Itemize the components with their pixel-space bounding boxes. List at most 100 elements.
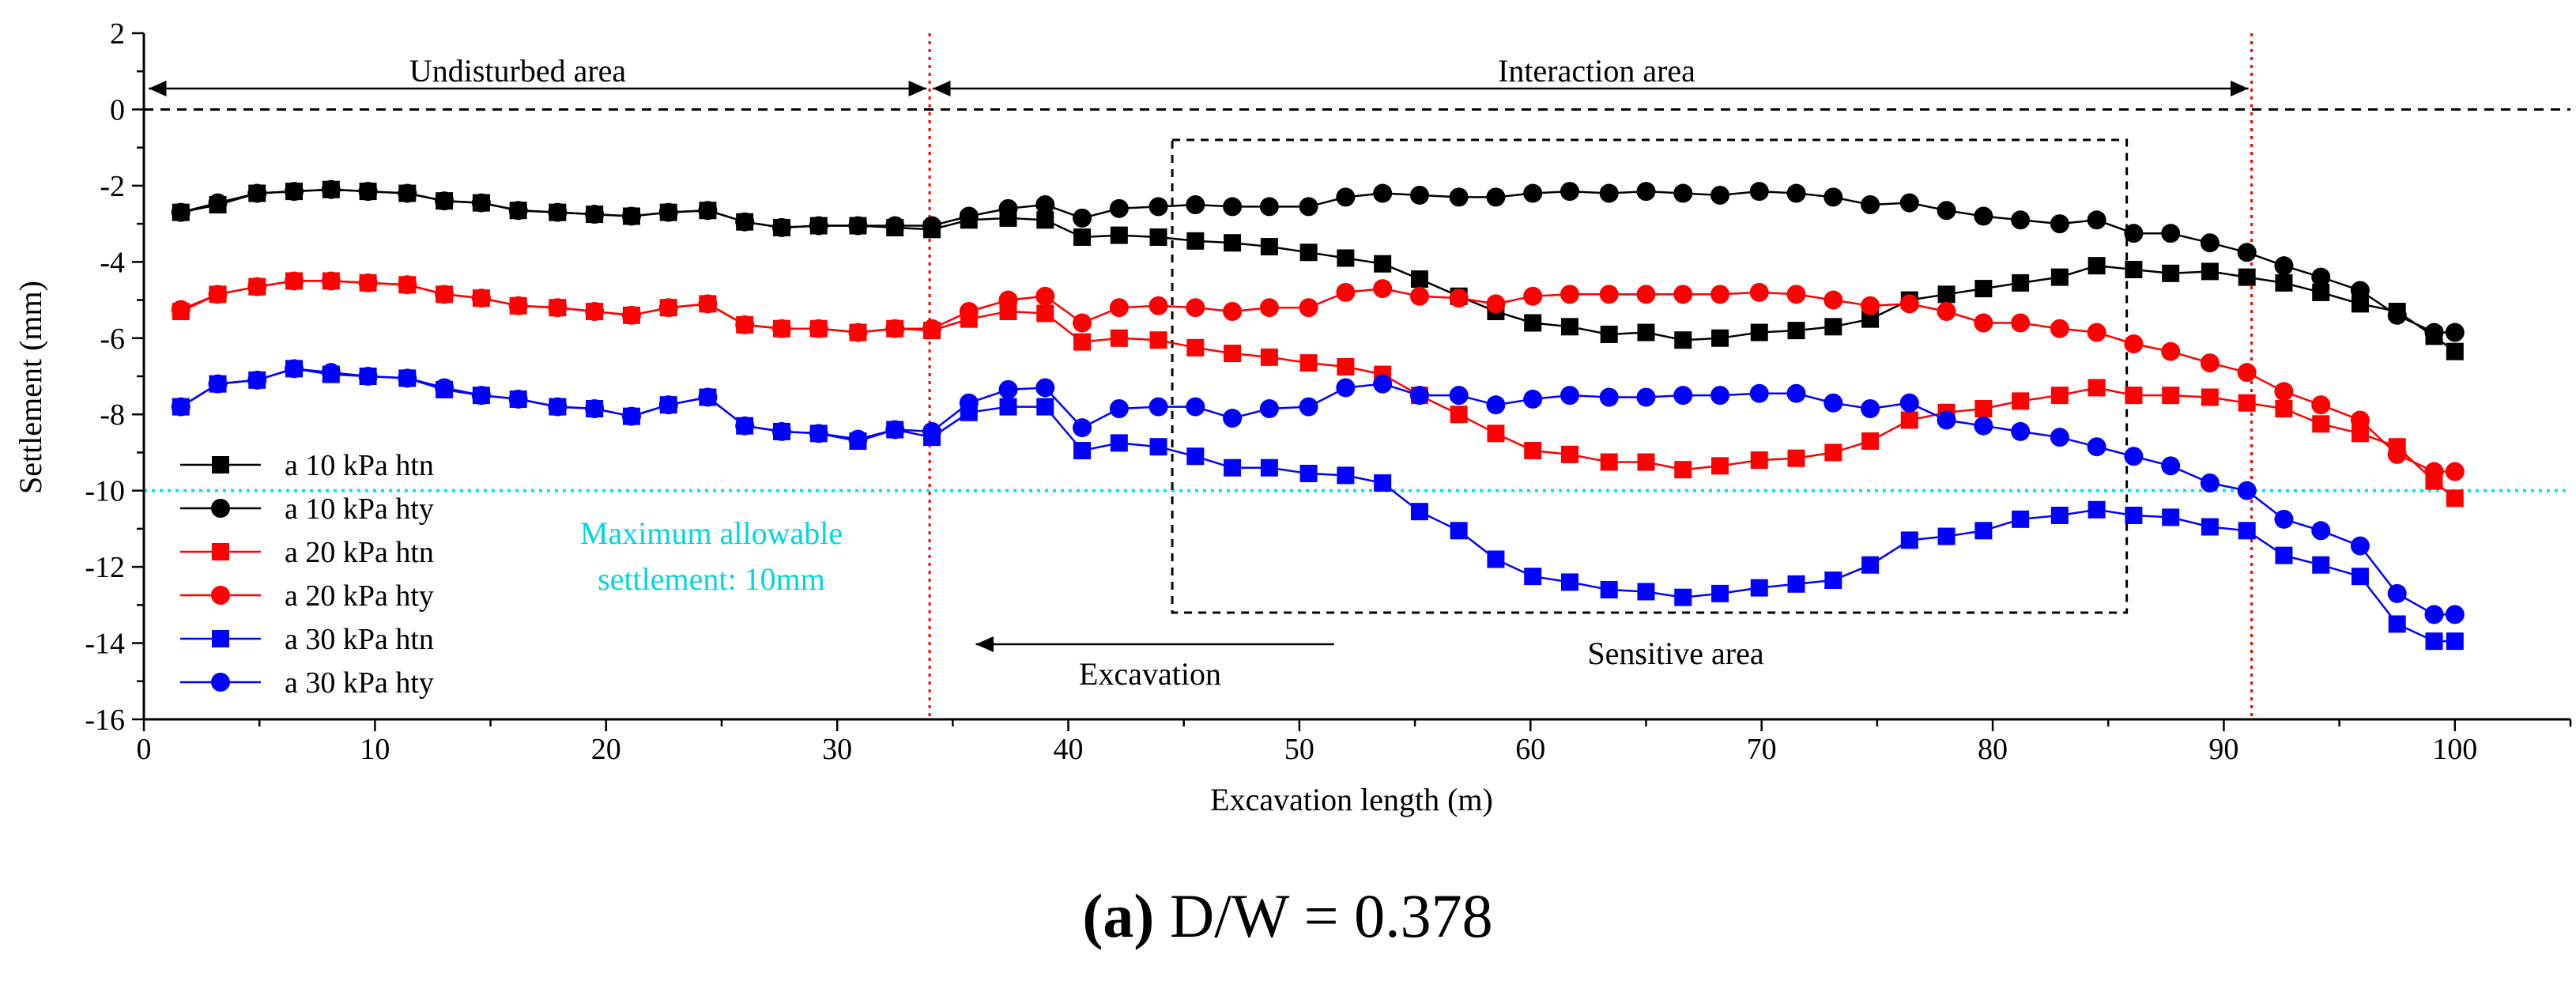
data-point [1523,286,1543,306]
data-point [1637,583,1655,601]
legend-label: a 10 kPa hty [285,492,434,526]
x-tick-label: 90 [2208,733,2238,766]
data-point [1974,416,1993,436]
data-point [548,298,568,318]
data-point [1486,395,1506,415]
data-point [809,424,828,443]
data-point [508,296,528,315]
y-tick-label: -14 [85,628,125,661]
data-point [2424,462,2444,481]
data-point [1599,387,1619,407]
data-point [1299,354,1318,372]
data-point [2311,395,2331,415]
data-point [1750,451,1768,470]
legend-item-3: a 20 kPa hty [180,579,434,613]
data-point [1299,243,1318,262]
data-point [1786,183,1806,203]
data-point [1750,579,1768,597]
data-point [1186,232,1205,250]
data-point [2312,556,2330,574]
data-point [2125,260,2143,278]
data-point [998,290,1018,310]
x-tick-label: 60 [1515,733,1545,766]
data-point [1259,298,1279,318]
data-point [1786,285,1806,304]
data-point [1824,318,1842,336]
data-point [998,198,1018,218]
data-point [1861,556,1880,574]
data-point [2050,214,2069,234]
data-point [2124,224,2144,243]
max-allowable-label-line2: settlement: 10mm [598,561,825,597]
data-point [848,216,868,236]
caption-text: D/W = 0.378 [1154,881,1492,950]
data-point [1524,442,1542,460]
data-point [208,193,228,213]
data-point [2237,243,2257,262]
data-point [2350,536,2370,556]
data-point [1409,386,1429,406]
data-point [1036,304,1054,323]
data-point [1710,285,1730,304]
data-point [848,323,868,342]
data-point [171,300,190,319]
data-point [1337,249,1355,267]
data-point [2011,210,2031,230]
data-point [1787,322,1805,340]
data-point [2238,522,2256,540]
legend-label: a 30 kPa hty [285,666,434,700]
data-point [1035,286,1055,306]
data-point [1861,195,1880,214]
data-point [1224,345,1242,363]
data-point [2275,274,2293,292]
data-point [1749,282,1769,302]
data-point [2311,521,2331,541]
data-series [171,179,2465,651]
data-point [2011,313,2031,333]
data-point [1073,333,1092,351]
data-point [1673,183,1693,203]
x-tick-label: 100 [2432,733,2477,766]
data-point [1336,378,1356,398]
data-point [1410,503,1428,521]
data-point [1637,453,1655,471]
data-point [2445,462,2465,481]
data-point [2350,281,2370,300]
data-point [1148,296,1168,315]
x-tick-label: 30 [822,733,852,766]
data-point [2200,353,2220,373]
data-point [1600,581,1618,599]
data-point [285,359,304,379]
data-point [1450,406,1468,424]
data-point [1710,185,1730,205]
legend-label: a 10 kPa htn [285,449,434,482]
data-point [621,406,641,426]
excavation-label: Excavation [1079,656,1221,692]
data-point [1409,286,1429,306]
data-point [1937,527,1956,545]
reference-lines [144,33,2570,719]
data-point [508,389,528,409]
data-point [1824,571,1842,589]
data-point [508,201,528,221]
data-point [1148,197,1168,217]
data-point [1824,393,1843,413]
data-point [2424,323,2444,342]
x-axis-title: Excavation length (m) [1210,782,1493,817]
data-point [2050,268,2069,286]
series-5 [171,359,2465,624]
y-tick-label: -2 [100,170,125,203]
data-point [1637,323,1655,341]
data-point [2275,399,2293,417]
data-point [1036,211,1054,229]
data-point [171,202,190,222]
data-point [2237,481,2257,500]
data-point [2387,583,2407,603]
data-point [2161,456,2181,476]
legend-item-5: a 30 kPa hty [180,666,434,700]
data-point [1486,294,1506,314]
data-point [999,398,1017,416]
data-point [621,305,641,325]
data-point [1599,183,1619,203]
